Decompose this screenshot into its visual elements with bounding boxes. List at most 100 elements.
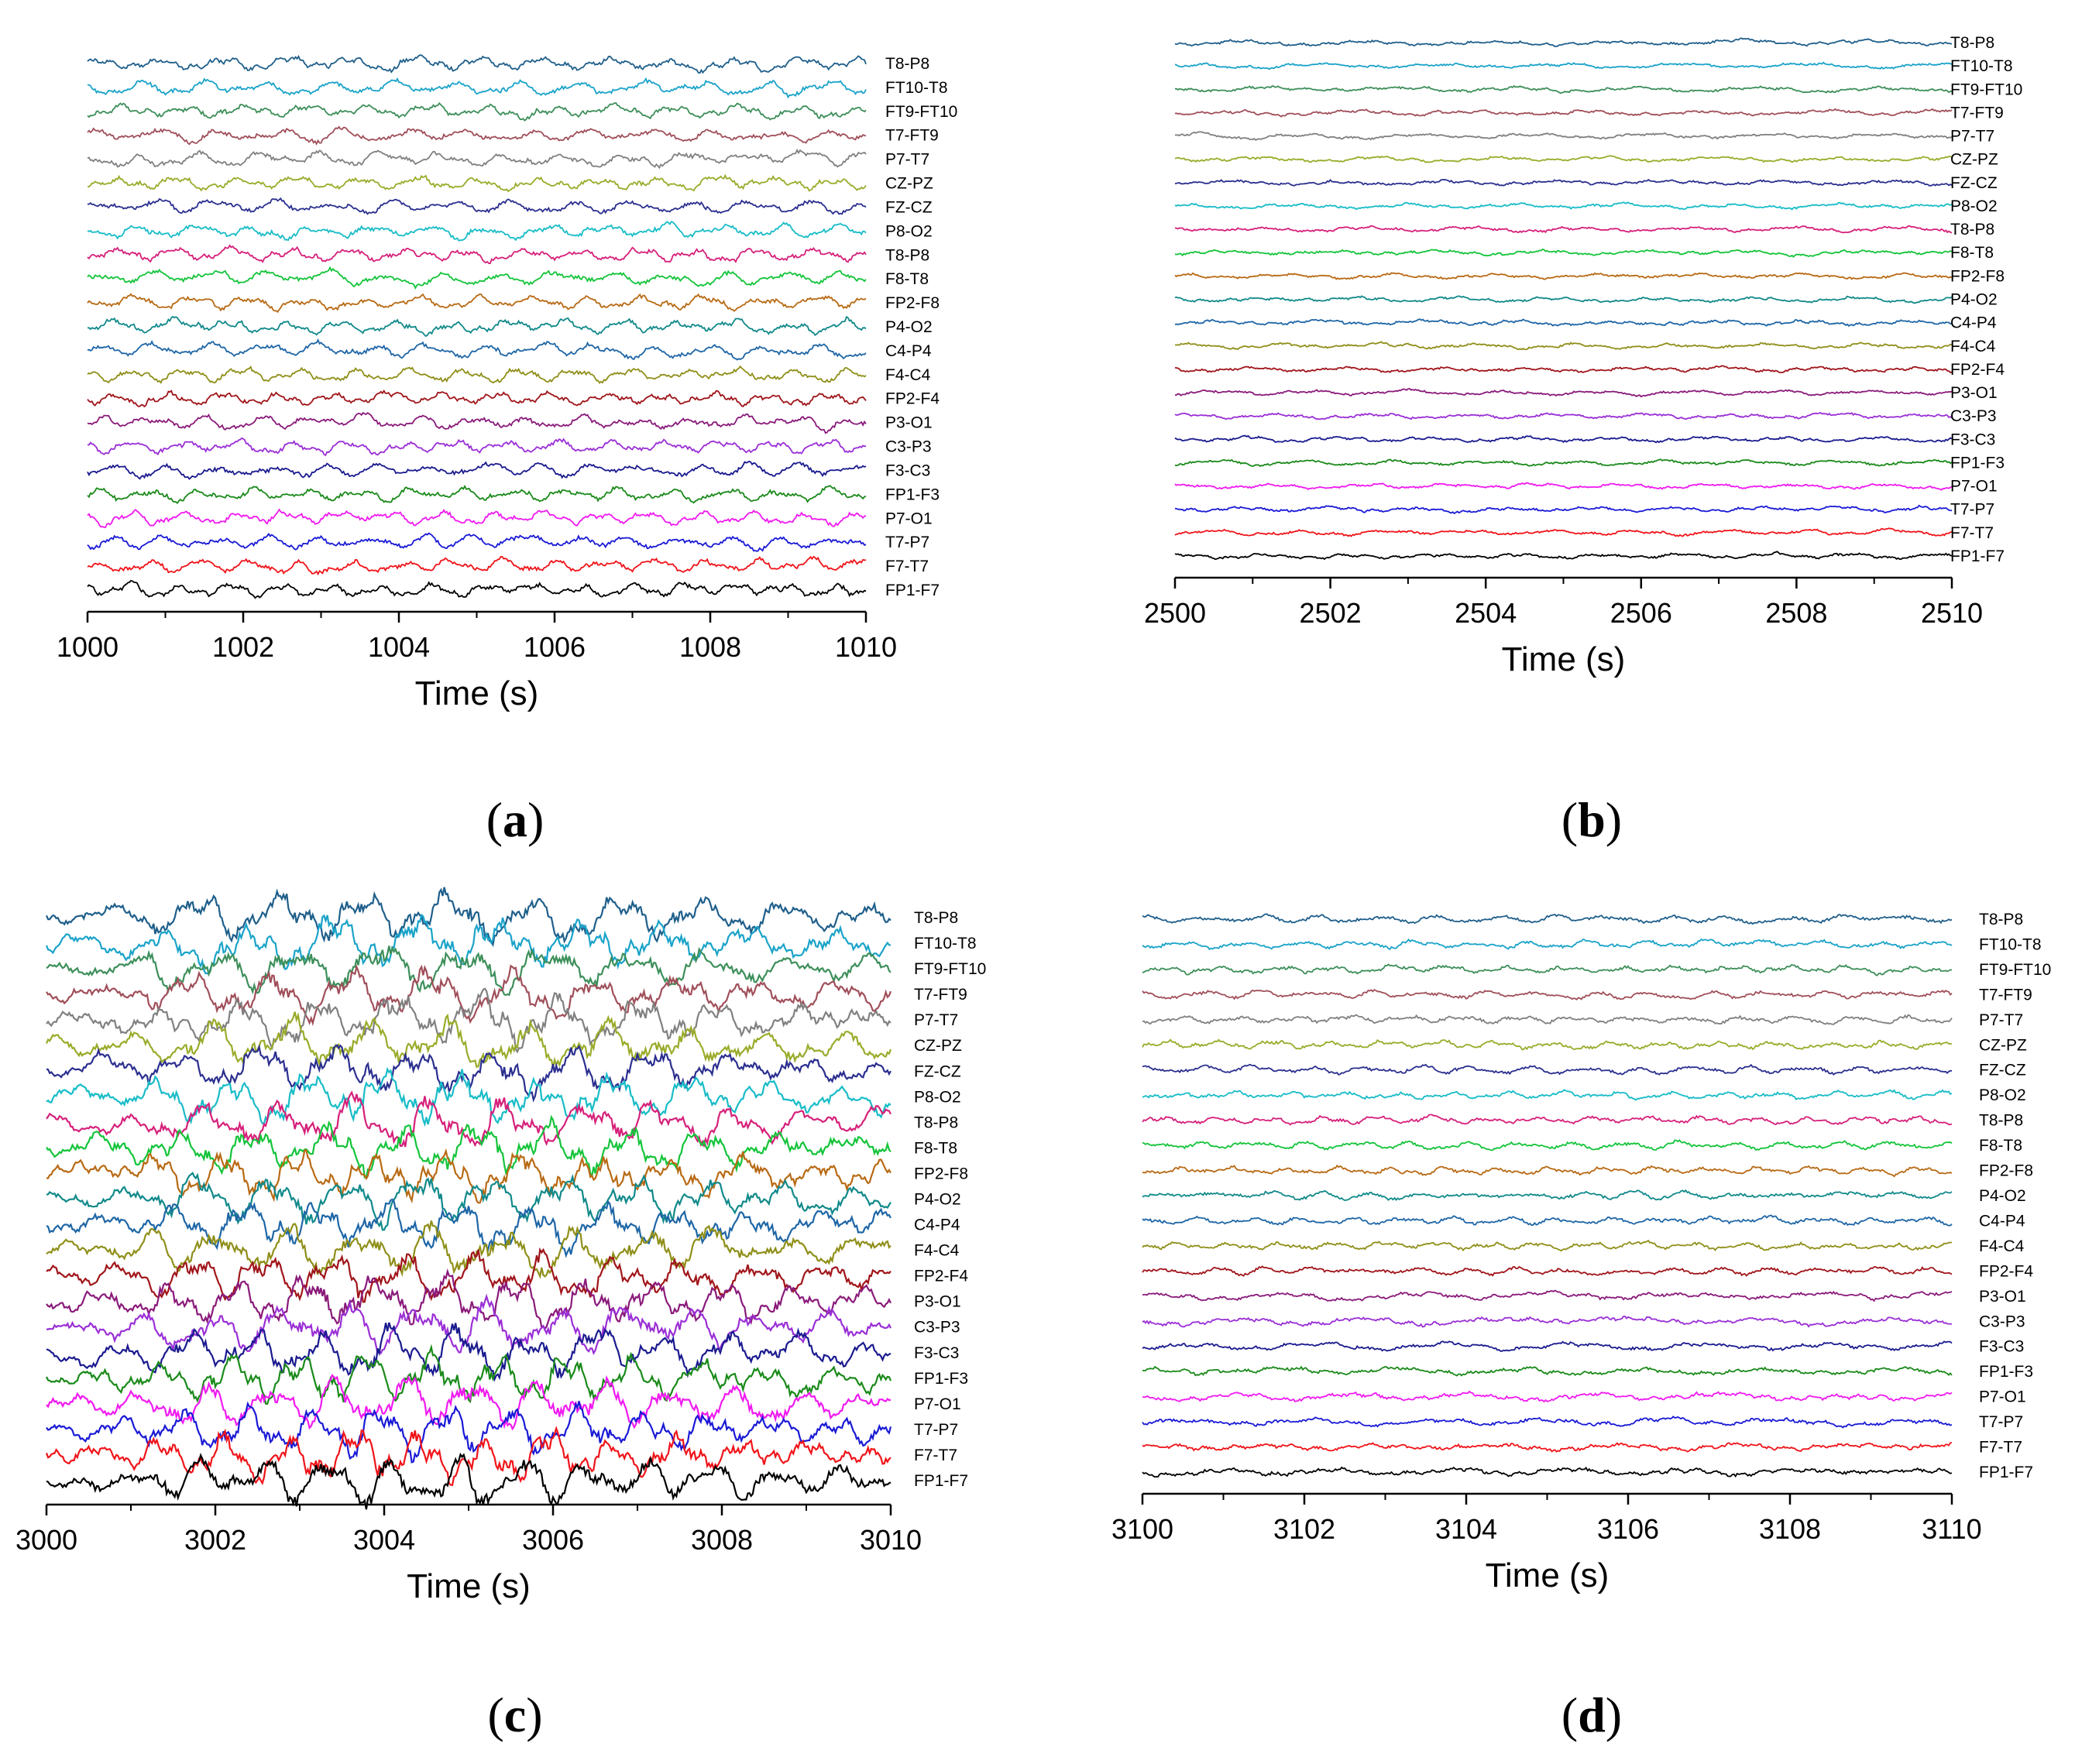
channel-label: FZ-CZ: [885, 198, 933, 216]
channel-label: C4-P4: [885, 342, 932, 360]
trace-p3-o1: [1142, 1289, 1953, 1302]
trace-f8-t8: [1142, 1139, 1953, 1151]
trace-fp1-f7: [46, 1452, 891, 1510]
panel-letter-c: (c): [487, 1687, 543, 1742]
channel-label: FP1-F7: [1979, 1464, 2033, 1481]
trace-ft9-ft10: [1142, 963, 1953, 976]
channel-label: FT9-FT10: [914, 960, 986, 978]
x-tick-label: 3010: [860, 1524, 922, 1556]
trace-ft10-t8: [87, 77, 867, 99]
channel-label: P4-O2: [914, 1191, 961, 1209]
chart-c: T8-P8 FT10-T8 FT9-FT10 T7-FT9 P7-T7 CZ-PZ FZ-C…: [15, 887, 986, 1605]
x-tick-label: 2500: [1144, 597, 1206, 629]
channel-label: FP1-F3: [914, 1370, 968, 1388]
channel-label: F8-T8: [885, 270, 929, 288]
trace-f7-t7: [45, 1426, 891, 1487]
channel-label: T8-P8: [885, 246, 929, 264]
channel-label: P3-O1: [885, 414, 933, 432]
channel-label: T7-FT9: [885, 127, 939, 145]
trace-f4-c4: [1175, 341, 1953, 351]
channel-label: T8-P8: [1950, 221, 1994, 239]
channel-label: FP2-F4: [1979, 1262, 2033, 1280]
channel-label: FP2-F4: [1950, 361, 2005, 379]
trace-f4-c4: [87, 365, 867, 384]
channel-label: P7-O1: [914, 1395, 961, 1413]
channel-label: T7-FT9: [1950, 104, 2004, 122]
trace-fp1-f7: [87, 579, 867, 599]
x-tick-label: 1004: [368, 631, 430, 663]
x-tick-label: 3004: [353, 1524, 415, 1556]
trace-t8-p8: [87, 54, 867, 74]
trace-t8-p8: [1142, 1114, 1953, 1126]
x-tick-label: 1006: [524, 631, 586, 663]
trace-f7-t7: [1174, 527, 1953, 537]
channel-label: P7-T7: [1950, 128, 1994, 146]
channel-label: FZ-CZ: [914, 1062, 961, 1080]
channel-label: T7-P7: [1950, 501, 1994, 519]
x-tick-label: 3100: [1111, 1513, 1173, 1545]
channel-label: F4-C4: [885, 366, 931, 384]
channel-label: P8-O2: [1979, 1086, 2026, 1104]
trace-fp2-f4: [1174, 365, 1953, 374]
panel-letter-b: (b): [1561, 792, 1623, 847]
channel-label: FP2-F8: [914, 1165, 968, 1182]
x-axis-title: Time (s): [415, 674, 539, 712]
trace-t7-p7: [46, 1401, 892, 1464]
panel-b: T8-P8 FT10-T8 FT9-FT10 T7-FT9 P7-T7 CZ-PZ FZ-C…: [1038, 0, 2075, 882]
trace-c4-p4: [87, 338, 867, 361]
trace-p8-o2: [87, 221, 867, 242]
channel-label: C3-P3: [1950, 407, 1997, 425]
channel-label: F3-C3: [914, 1344, 959, 1362]
channel-label: T8-P8: [1979, 1112, 2023, 1130]
channel-label: FT10-T8: [914, 935, 977, 952]
channel-label: P4-O2: [1979, 1187, 2026, 1205]
panel-letter-d: (d): [1561, 1687, 1623, 1742]
channel-label: FP1-F3: [1950, 454, 2005, 472]
channel-label: FP2-F4: [885, 390, 940, 408]
trace-t8-p8: [45, 887, 891, 948]
channel-label: T8-P8: [1979, 911, 2023, 928]
trace-fp1-f3: [1174, 458, 1953, 468]
panel-letter-a: (a): [486, 792, 545, 847]
trace-f8-t8: [87, 266, 867, 290]
trace-p7-t7: [1142, 1014, 1953, 1025]
channel-label: FP2-F8: [885, 294, 940, 312]
trace-f8-t8: [46, 1114, 891, 1179]
channel-label: F3-C3: [1950, 431, 1995, 448]
trace-ft10-t8: [1142, 938, 1953, 951]
trace-p8-o2: [1174, 201, 1953, 211]
channel-label: FT10-T8: [885, 79, 948, 97]
trace-fp2-f8: [1174, 272, 1953, 280]
channel-label: FP1-F7: [1950, 547, 2005, 565]
channel-label: FP1-F3: [885, 486, 940, 503]
chart-a: T8-P8 FT10-T8 FT9-FT10 T7-FT9 P7-T7 CZ-PZ FZ-C…: [57, 54, 957, 712]
trace-c4-p4: [1174, 318, 1953, 328]
channel-label: F4-C4: [1979, 1237, 2025, 1255]
channel-label: CZ-PZ: [1950, 151, 1998, 169]
trace-fp2-f8: [46, 1148, 891, 1204]
x-axis-title: Time (s): [407, 1567, 531, 1605]
trace-fp1-f3: [46, 1344, 892, 1405]
chart-d: T8-P8 FT10-T8 FT9-FT10 T7-FT9 P7-T7 CZ-PZ FZ-C…: [1111, 911, 2051, 1594]
channel-label: F3-C3: [885, 462, 930, 479]
trace-p7-t7: [46, 987, 891, 1054]
trace-c3-p3: [87, 437, 867, 457]
channel-label: P7-T7: [914, 1011, 958, 1029]
panel-c: T8-P8 FT10-T8 FT9-FT10 T7-FT9 P7-T7 CZ-PZ FZ-C…: [0, 882, 1038, 1764]
trace-p7-o1: [1174, 482, 1953, 491]
channel-label: C3-P3: [1979, 1313, 2025, 1330]
trace-c4-p4: [46, 1198, 891, 1258]
trace-ft10-t8: [1174, 61, 1953, 70]
trace-t8-p8: [1142, 913, 1953, 925]
channel-label: F4-C4: [1950, 338, 1996, 355]
x-tick-label: 3108: [1759, 1513, 1821, 1545]
trace-fp2-f8: [87, 293, 867, 314]
channel-label: P4-O2: [885, 318, 933, 336]
trace-f8-t8: [1174, 249, 1953, 258]
channel-label: P7-T7: [885, 151, 929, 169]
trace-f3-c3: [1174, 434, 1953, 444]
x-tick-label: 3006: [522, 1524, 584, 1556]
trace-p4-o2: [88, 315, 867, 338]
trace-fp2-f8: [1142, 1164, 1953, 1178]
channel-label: F8-T8: [1950, 244, 1994, 262]
